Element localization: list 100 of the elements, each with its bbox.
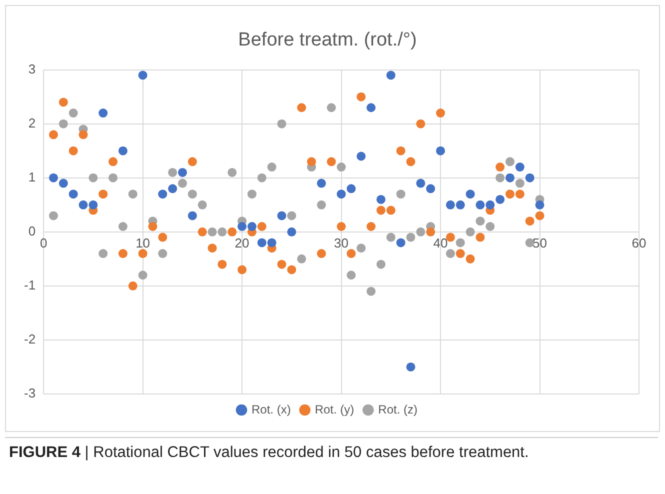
point [287, 265, 296, 274]
point [98, 190, 108, 199]
point [386, 206, 396, 215]
point [238, 265, 247, 274]
point [466, 254, 475, 264]
point [297, 103, 306, 112]
point [287, 211, 296, 220]
x-tick-label: 40 [433, 235, 448, 250]
point [476, 232, 485, 242]
point [416, 227, 426, 236]
point [218, 260, 227, 269]
point [128, 281, 138, 290]
point [138, 249, 148, 258]
point [446, 200, 455, 210]
point [118, 146, 128, 156]
point [138, 70, 148, 80]
point [356, 152, 366, 161]
point [188, 211, 197, 220]
point [525, 216, 534, 226]
point [98, 108, 108, 118]
point [68, 190, 78, 199]
point [48, 211, 58, 220]
point [257, 222, 266, 231]
point [168, 168, 178, 177]
point [456, 238, 465, 248]
point [178, 178, 187, 188]
point [396, 146, 406, 156]
point [316, 178, 326, 188]
point [118, 249, 128, 258]
point [486, 200, 495, 210]
point [158, 232, 168, 242]
point [406, 362, 416, 372]
point [416, 119, 426, 128]
point [515, 178, 524, 188]
point [505, 173, 514, 182]
point [336, 162, 346, 172]
point [496, 162, 505, 172]
x-tick-label: 0 [40, 235, 48, 250]
point [386, 232, 396, 242]
legend-label: Rot. (z) [378, 402, 418, 416]
x-tick-label: 50 [532, 235, 547, 250]
point [247, 190, 256, 199]
point [456, 200, 465, 210]
point [68, 146, 78, 156]
point [88, 173, 98, 182]
point [208, 244, 217, 253]
point [446, 249, 455, 258]
point [58, 178, 68, 188]
point [188, 157, 197, 166]
point [466, 227, 475, 236]
x-tick-label: 20 [234, 235, 250, 250]
point [406, 157, 416, 166]
point [496, 173, 505, 182]
point [88, 200, 98, 210]
point [356, 244, 366, 253]
point [68, 108, 78, 118]
point [168, 184, 178, 194]
point [316, 200, 326, 210]
point [228, 227, 237, 236]
y-tick-label: 3 [28, 61, 36, 76]
point [238, 222, 247, 231]
point [148, 222, 158, 231]
point [476, 216, 485, 226]
point [118, 222, 128, 231]
point [525, 173, 534, 182]
point [138, 270, 148, 280]
point [436, 108, 446, 118]
point [257, 238, 266, 248]
point [336, 190, 346, 199]
point [336, 222, 346, 231]
point [366, 222, 376, 231]
point [346, 270, 356, 280]
point [426, 227, 436, 236]
x-tick-label: 60 [632, 235, 646, 250]
point [346, 249, 356, 258]
y-tick-label: 2 [28, 115, 36, 130]
point [208, 227, 217, 236]
point [297, 254, 306, 264]
point [48, 130, 58, 140]
point [416, 178, 426, 188]
point [356, 92, 366, 102]
point [277, 119, 286, 128]
point [376, 260, 386, 269]
point [515, 190, 524, 199]
point [535, 200, 544, 210]
point [346, 184, 356, 194]
point [198, 227, 207, 236]
y-tick-label: -2 [24, 332, 36, 347]
y-tick-label: -1 [24, 278, 36, 293]
point [48, 173, 58, 182]
caption: FIGURE 4 | Rotational CBCT values recorded in 50 cases before treatment. [9, 444, 530, 462]
point [267, 162, 276, 172]
y-tick-label: -3 [24, 386, 36, 401]
point [98, 249, 108, 258]
point [158, 249, 168, 258]
point [446, 232, 455, 242]
point [307, 157, 316, 166]
point [108, 157, 118, 166]
point [78, 130, 88, 140]
point [228, 168, 237, 177]
